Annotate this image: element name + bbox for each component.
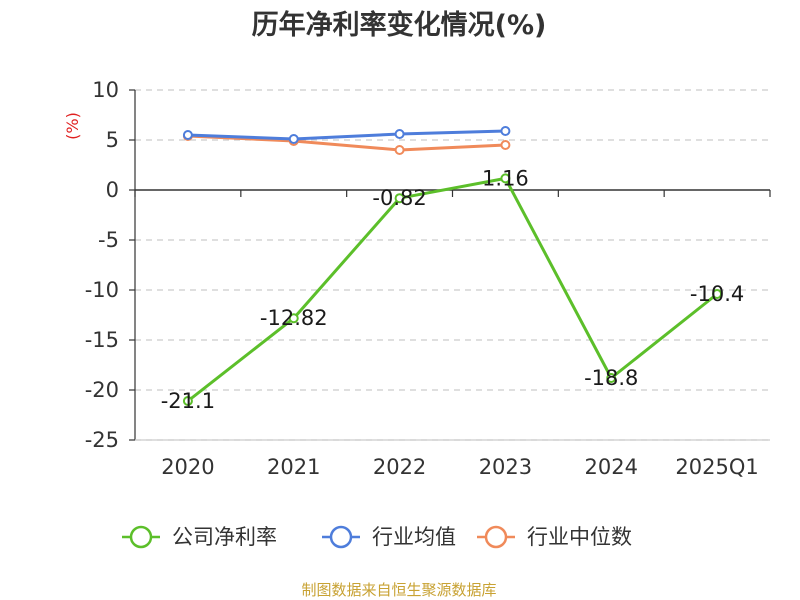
data-point[interactable] bbox=[288, 313, 299, 324]
series-x-0 bbox=[182, 173, 723, 406]
data-point[interactable] bbox=[182, 396, 193, 406]
data-label: -12.82 bbox=[260, 306, 328, 330]
legend-item-1[interactable]: 行业均值 bbox=[322, 525, 456, 549]
data-label: -21.1 bbox=[161, 389, 215, 413]
y-tick-label: 5 bbox=[106, 128, 119, 152]
series-line-1 bbox=[187, 129, 506, 141]
y-tick-label: -15 bbox=[85, 328, 119, 352]
y-tick-label: -25 bbox=[85, 428, 119, 452]
data-point[interactable] bbox=[500, 173, 511, 184]
x-tick-label-2023: 2023 bbox=[479, 455, 532, 479]
x-tick-label-2020: 2020 bbox=[161, 455, 214, 479]
y-axis-unit-label: (%) bbox=[63, 112, 82, 140]
data-label: -18.8 bbox=[584, 366, 638, 390]
data-label: -0.82 bbox=[372, 186, 426, 210]
data-source-footer: 制图数据来自恒生聚源数据库 bbox=[301, 581, 496, 599]
legend-swatch-marker bbox=[484, 525, 508, 549]
x-tick-label-2024: 2024 bbox=[585, 455, 638, 479]
y-tick-label: 10 bbox=[92, 78, 119, 102]
x-tick-label-2022: 2022 bbox=[373, 455, 426, 479]
data-point[interactable] bbox=[288, 134, 299, 144]
legend-label: 行业中位数 bbox=[527, 525, 632, 549]
legend-swatch-marker bbox=[129, 525, 153, 549]
legend-item-0[interactable]: 公司净利率 bbox=[122, 525, 277, 549]
x-tick-label-2021: 2021 bbox=[267, 455, 320, 479]
data-point[interactable] bbox=[712, 289, 723, 299]
data-point[interactable] bbox=[394, 129, 405, 139]
legend-label: 行业均值 bbox=[372, 525, 456, 549]
chart-title: 历年净利率变化情况(%) bbox=[252, 9, 547, 41]
gridlines bbox=[135, 89, 770, 441]
data-point[interactable] bbox=[394, 193, 405, 204]
series-lines bbox=[182, 126, 723, 406]
data-label: -10.4 bbox=[690, 282, 744, 306]
series-x-1 bbox=[182, 126, 511, 144]
data-label: 1.16 bbox=[482, 166, 529, 190]
x-tick-label-2025q1: 2025Q1 bbox=[675, 455, 758, 479]
y-tick-label: 0 bbox=[106, 178, 119, 202]
y-tick-label: -10 bbox=[85, 278, 119, 302]
legend-label: 公司净利率 bbox=[172, 525, 277, 549]
legend[interactable]: 公司净利率 行业均值 行业中位数 bbox=[122, 525, 632, 549]
data-point[interactable] bbox=[500, 140, 511, 150]
data-point[interactable] bbox=[182, 130, 193, 140]
y-tick-label: -5 bbox=[98, 228, 119, 252]
legend-item-2[interactable]: 行业中位数 bbox=[477, 525, 632, 549]
data-point[interactable] bbox=[500, 126, 511, 136]
data-point[interactable] bbox=[394, 145, 405, 155]
y-tick-label: -20 bbox=[85, 378, 119, 402]
series-line-0 bbox=[186, 176, 719, 403]
data-labels: -21.1 -12.82 -0.82 1.16 -18.8 -10.4 bbox=[161, 166, 745, 413]
axes: 10 5 0 -5 -10 -15 -20 -25 2020 2021 2022 2023 2024 20… bbox=[85, 78, 771, 479]
data-point[interactable] bbox=[606, 373, 617, 383]
legend-swatch-marker bbox=[329, 525, 353, 549]
